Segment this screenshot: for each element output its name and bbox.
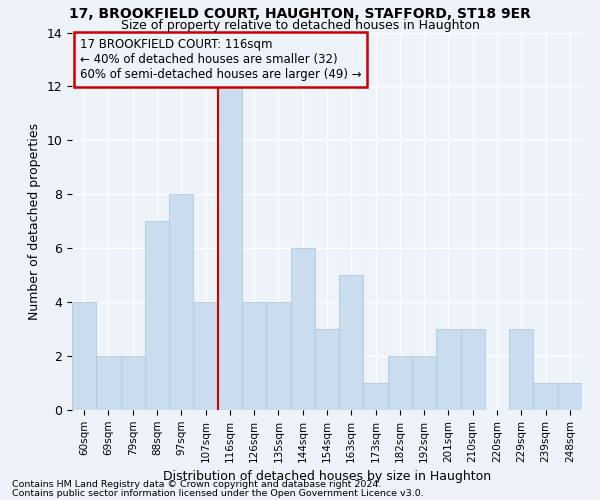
- Bar: [364, 383, 388, 410]
- Bar: [169, 194, 193, 410]
- Bar: [72, 302, 96, 410]
- Y-axis label: Number of detached properties: Number of detached properties: [28, 122, 41, 320]
- Bar: [193, 302, 218, 410]
- Bar: [145, 222, 169, 410]
- Bar: [339, 275, 364, 410]
- Bar: [96, 356, 121, 410]
- Bar: [121, 356, 145, 410]
- Bar: [461, 329, 485, 410]
- Text: Contains public sector information licensed under the Open Government Licence v3: Contains public sector information licen…: [12, 489, 424, 498]
- Bar: [242, 302, 266, 410]
- Text: 17, BROOKFIELD COURT, HAUGHTON, STAFFORD, ST18 9ER: 17, BROOKFIELD COURT, HAUGHTON, STAFFORD…: [69, 8, 531, 22]
- Bar: [533, 383, 558, 410]
- Bar: [509, 329, 533, 410]
- Bar: [218, 86, 242, 410]
- X-axis label: Distribution of detached houses by size in Haughton: Distribution of detached houses by size …: [163, 470, 491, 483]
- Text: 17 BROOKFIELD COURT: 116sqm
← 40% of detached houses are smaller (32)
60% of sem: 17 BROOKFIELD COURT: 116sqm ← 40% of det…: [80, 38, 361, 81]
- Text: Size of property relative to detached houses in Haughton: Size of property relative to detached ho…: [121, 19, 479, 32]
- Bar: [388, 356, 412, 410]
- Bar: [315, 329, 339, 410]
- Bar: [558, 383, 582, 410]
- Bar: [290, 248, 315, 410]
- Bar: [266, 302, 290, 410]
- Bar: [412, 356, 436, 410]
- Bar: [436, 329, 461, 410]
- Text: Contains HM Land Registry data © Crown copyright and database right 2024.: Contains HM Land Registry data © Crown c…: [12, 480, 382, 489]
